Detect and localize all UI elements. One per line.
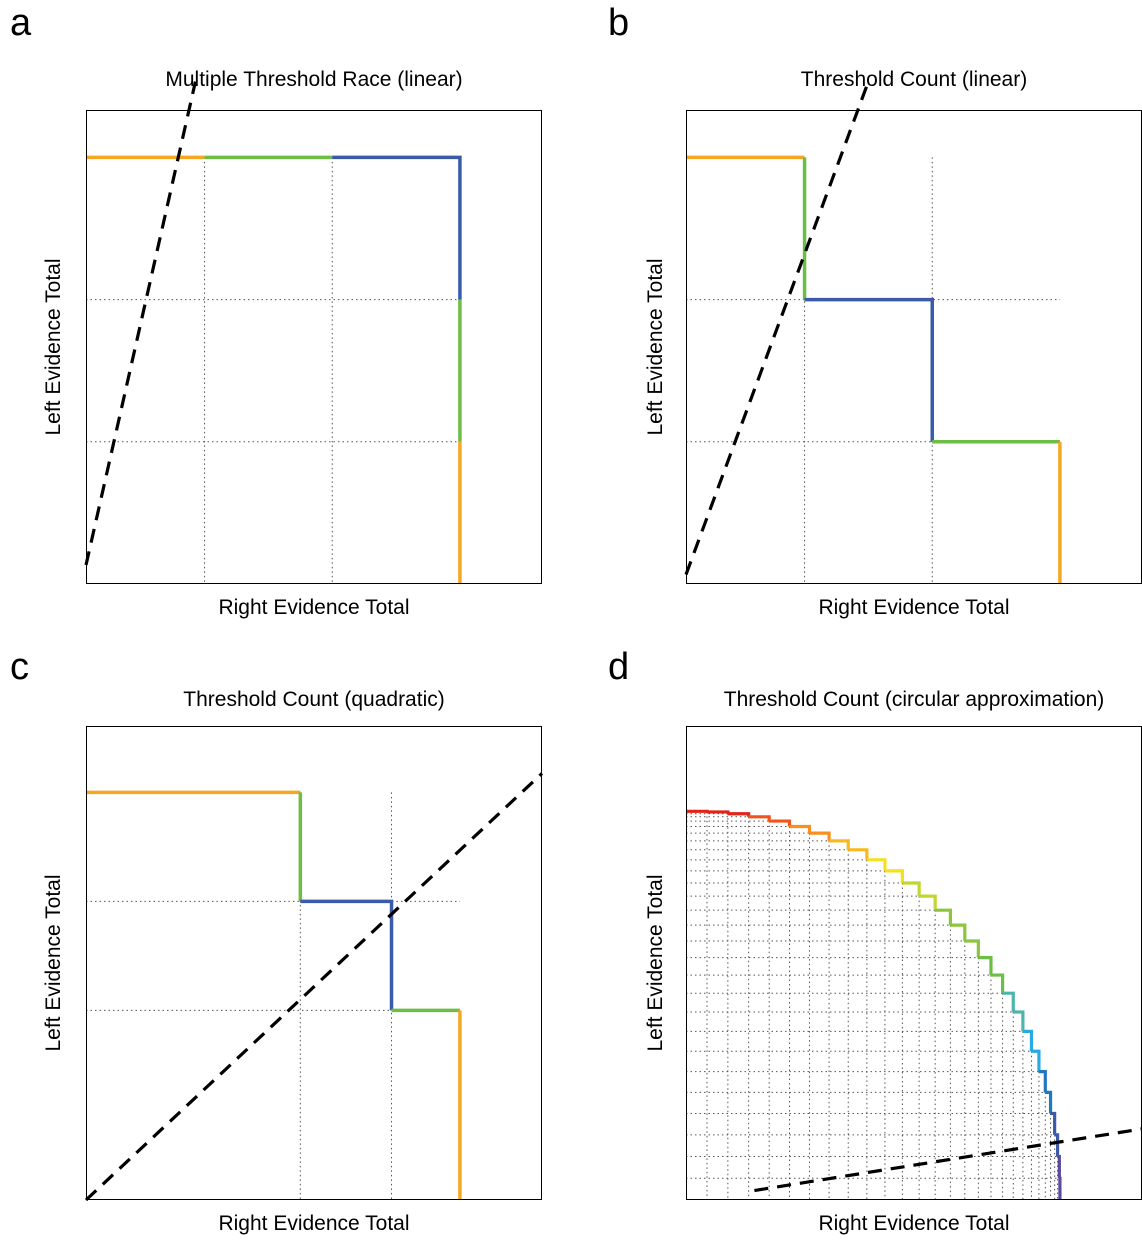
x-axis-label-b: Right Evidence Total	[818, 596, 1010, 619]
decision-bound-dashed-line	[84, 772, 544, 1202]
circular-threshold-step	[919, 894, 937, 911]
plot-panel-c	[84, 726, 544, 1202]
circular-threshold-step	[727, 812, 751, 817]
x-axis-label-c: Right Evidence Total	[218, 1212, 410, 1235]
circular-threshold-step	[1045, 1090, 1053, 1114]
circular-threshold-step	[789, 824, 812, 834]
circular-threshold-step	[706, 810, 730, 814]
y-axis-label-b: Left Evidence Total	[644, 258, 667, 436]
plot-panel-b	[684, 81, 1142, 584]
plot-frame	[686, 110, 1142, 584]
decision-bound-dashed-line	[84, 81, 198, 566]
circular-threshold-step	[902, 881, 921, 897]
decision-bound-dashed-line	[754, 1127, 1142, 1193]
y-axis-label-a: Left Evidence Total	[42, 258, 65, 436]
plot-panel-d	[686, 726, 1142, 1200]
x-axis-label-a: Right Evidence Total	[218, 596, 410, 619]
circular-threshold-step	[990, 973, 1005, 994]
circular-threshold-step	[950, 923, 967, 942]
circular-threshold-step	[748, 815, 771, 822]
panel-letter-a: a	[10, 2, 32, 44]
circular-threshold-step	[1054, 1133, 1060, 1157]
circular-threshold-step	[686, 809, 709, 813]
circular-threshold-step	[1058, 1176, 1062, 1200]
circular-threshold-step	[1013, 1010, 1025, 1032]
x-axis-label-d: Right Evidence Total	[818, 1212, 1010, 1235]
threshold-boundary-segment	[300, 899, 394, 1011]
panel-title-a: Multiple Threshold Race (linear)	[165, 68, 463, 91]
panel-title-c: Threshold Count (quadratic)	[183, 688, 445, 711]
threshold-boundary-segment	[332, 155, 462, 300]
circular-threshold-step	[935, 908, 953, 926]
circular-threshold-step	[829, 839, 850, 850]
circular-threshold-step	[964, 939, 980, 958]
circular-threshold-step	[1002, 991, 1015, 1012]
circular-threshold-step	[866, 858, 887, 871]
plot-frame	[86, 110, 542, 584]
panel-letter-c: c	[10, 646, 29, 688]
panel-title-b: Threshold Count (linear)	[800, 68, 1028, 91]
y-axis-label-c: Left Evidence Total	[42, 874, 65, 1052]
circular-threshold-step	[809, 831, 831, 841]
decision-bound-dashed-line	[684, 81, 870, 576]
circular-threshold-step	[1031, 1049, 1041, 1072]
circular-threshold-step	[848, 848, 869, 860]
y-axis-label-d: Left Evidence Total	[644, 874, 667, 1052]
plot-panel-a	[84, 81, 542, 584]
threshold-boundary-segment	[804, 297, 934, 442]
circular-threshold-step	[884, 869, 904, 884]
circular-threshold-step	[1022, 1029, 1034, 1052]
panel-title-d: Threshold Count (circular approximation)	[723, 688, 1105, 711]
panel-letter-d: d	[608, 646, 630, 688]
circular-threshold-step	[978, 956, 993, 976]
circular-threshold-step	[1050, 1111, 1057, 1135]
circular-threshold-step	[1038, 1070, 1047, 1093]
circular-threshold-step	[769, 819, 792, 827]
plot-frame	[86, 726, 542, 1200]
panel-letter-b: b	[608, 2, 630, 44]
plot-frame	[686, 726, 1142, 1200]
circular-threshold-step	[1057, 1154, 1061, 1179]
